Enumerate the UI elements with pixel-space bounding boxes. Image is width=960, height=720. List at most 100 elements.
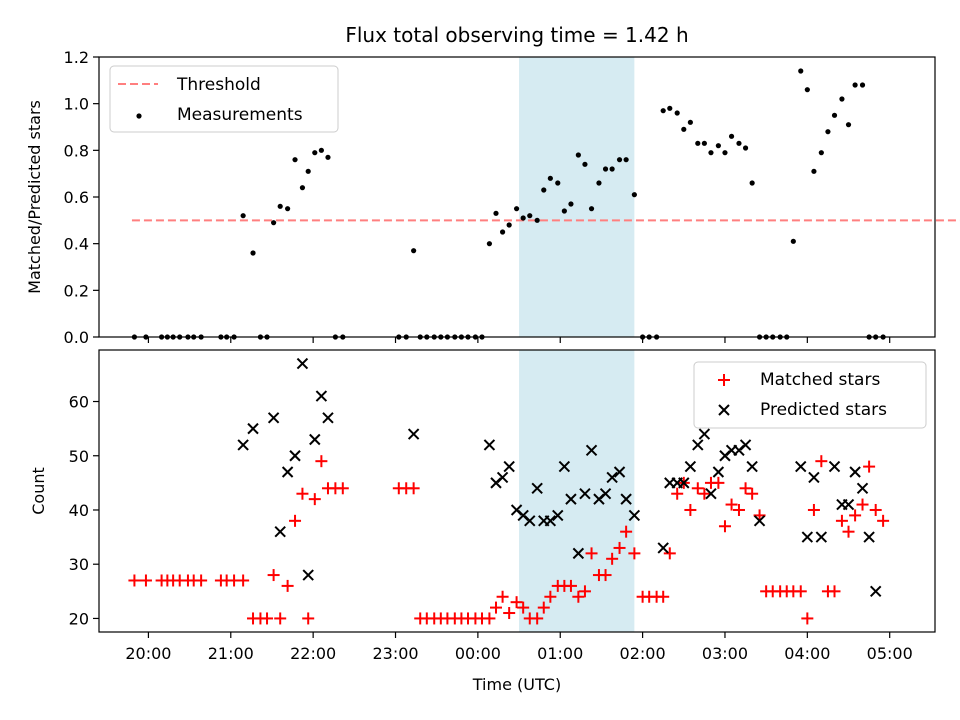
predicted-stars-points bbox=[237, 357, 882, 598]
top-legend: Threshold Measurements bbox=[109, 65, 339, 133]
matched-star-marker bbox=[510, 596, 523, 609]
bottom-legend-box bbox=[693, 361, 927, 429]
predicted-star-marker bbox=[815, 531, 828, 543]
matched-star-marker bbox=[671, 487, 684, 500]
matched-star-marker bbox=[835, 514, 848, 527]
predicted-star-marker bbox=[856, 482, 869, 494]
matched-star-marker bbox=[564, 579, 577, 592]
predicted-star-marker bbox=[678, 477, 690, 489]
predicted-star-marker bbox=[302, 569, 314, 581]
measurement-point bbox=[736, 140, 742, 146]
matched-star-marker bbox=[195, 574, 208, 587]
legend-predicted-swatch bbox=[718, 404, 730, 416]
matched-star-marker bbox=[572, 590, 585, 603]
measurement-point bbox=[804, 87, 810, 93]
predicted-star-marker bbox=[315, 390, 328, 402]
predicted-star-marker bbox=[705, 488, 717, 500]
predicted-star-marker bbox=[558, 460, 571, 473]
measurement-point bbox=[541, 187, 547, 193]
matched-star-marker bbox=[267, 569, 280, 582]
x-tick-label: 21:00 bbox=[208, 644, 254, 663]
measurement-point bbox=[749, 180, 755, 186]
top-y-axis-label: Matched/Predicted stars bbox=[25, 100, 44, 294]
top-y-tick-label: 0.4 bbox=[64, 235, 89, 254]
measurement-point bbox=[299, 185, 306, 191]
predicted-star-marker bbox=[657, 542, 669, 554]
predicted-star-marker bbox=[296, 357, 309, 370]
measurement-point bbox=[811, 168, 817, 174]
matched-star-marker bbox=[620, 525, 633, 538]
predicted-star-marker bbox=[552, 509, 564, 522]
matched-star-marker bbox=[849, 509, 862, 522]
matched-star-marker bbox=[739, 482, 752, 495]
measurement-point bbox=[660, 108, 666, 114]
matched-star-marker bbox=[684, 503, 697, 516]
legend-matched-swatch bbox=[718, 374, 730, 386]
matched-star-marker bbox=[281, 579, 294, 592]
bottom-highlight-band bbox=[519, 350, 635, 632]
matched-star-marker bbox=[698, 487, 711, 500]
matched-star-marker bbox=[794, 585, 807, 598]
top-x-ticks bbox=[147, 337, 891, 343]
x-axis-label: Time (UTC) bbox=[472, 675, 561, 694]
measurement-point bbox=[790, 238, 796, 244]
measurement-point bbox=[667, 105, 673, 111]
x-tick-label: 02:00 bbox=[620, 644, 666, 663]
measurement-point bbox=[681, 126, 687, 132]
matched-star-marker bbox=[544, 590, 557, 603]
measurement-point bbox=[631, 192, 637, 198]
x-tick-label: 05:00 bbox=[867, 644, 913, 663]
bottom-highlight-rect bbox=[519, 350, 635, 632]
matched-star-marker bbox=[753, 509, 766, 522]
measurement-point bbox=[568, 201, 574, 207]
top-y-tick-label: 1.2 bbox=[64, 48, 89, 67]
predicted-star-marker bbox=[585, 444, 598, 457]
measurement-point bbox=[285, 206, 291, 212]
x-tick-label: 03:00 bbox=[702, 644, 748, 663]
predicted-star-marker bbox=[628, 509, 641, 522]
measurement-point bbox=[292, 157, 298, 163]
predicted-star-marker bbox=[739, 439, 752, 451]
matched-star-marker bbox=[537, 601, 550, 614]
predicted-star-marker bbox=[712, 466, 725, 478]
x-tick-label: 20:00 bbox=[125, 644, 171, 663]
legend-threshold-label: Threshold bbox=[176, 75, 261, 95]
matched-star-marker bbox=[261, 612, 274, 625]
measurement-point bbox=[411, 248, 417, 254]
matched-star-marker bbox=[863, 460, 876, 473]
measurement-point bbox=[582, 161, 588, 167]
x-tick-label: 00:00 bbox=[455, 644, 501, 663]
predicted-star-marker bbox=[407, 428, 420, 440]
measurement-point bbox=[513, 206, 520, 212]
predicted-star-marker bbox=[579, 488, 591, 500]
measurement-point bbox=[825, 129, 831, 135]
top-y-ticks: 0.0 0.2 0.4 0.6 0.8 1.0 1.2 bbox=[64, 48, 99, 347]
measurement-point bbox=[742, 145, 749, 151]
measurement-point bbox=[534, 217, 540, 223]
matched-star-marker bbox=[718, 520, 731, 533]
bottom-y-ticks: 20 30 40 50 60 bbox=[69, 393, 99, 628]
measurement-point bbox=[240, 213, 246, 219]
matched-star-marker bbox=[599, 569, 612, 582]
top-highlight-band bbox=[519, 57, 635, 337]
predicted-star-marker bbox=[620, 493, 632, 505]
matched-star-marker bbox=[657, 590, 670, 603]
predicted-star-marker bbox=[849, 466, 861, 478]
predicted-star-marker bbox=[828, 460, 841, 473]
measurement-point bbox=[715, 143, 721, 149]
bottom-y-tick-label: 40 bbox=[69, 501, 89, 520]
bottom-axes-frame bbox=[98, 349, 936, 633]
matched-star-marker bbox=[308, 493, 321, 506]
matched-star-marker bbox=[712, 476, 725, 489]
matched-star-marker bbox=[496, 590, 509, 603]
x-tick-label: 04:00 bbox=[784, 644, 830, 663]
measurement-points bbox=[131, 68, 886, 340]
matched-star-marker bbox=[807, 503, 820, 516]
predicted-star-marker bbox=[281, 466, 294, 478]
measurement-point bbox=[859, 82, 866, 88]
predicted-star-marker bbox=[309, 433, 321, 446]
measurement-point bbox=[547, 175, 553, 181]
top-panel: Flux total observing time = 1.42 h 0.00.… bbox=[25, 23, 960, 347]
predicted-star-marker bbox=[842, 498, 855, 511]
measurement-point bbox=[561, 208, 567, 214]
